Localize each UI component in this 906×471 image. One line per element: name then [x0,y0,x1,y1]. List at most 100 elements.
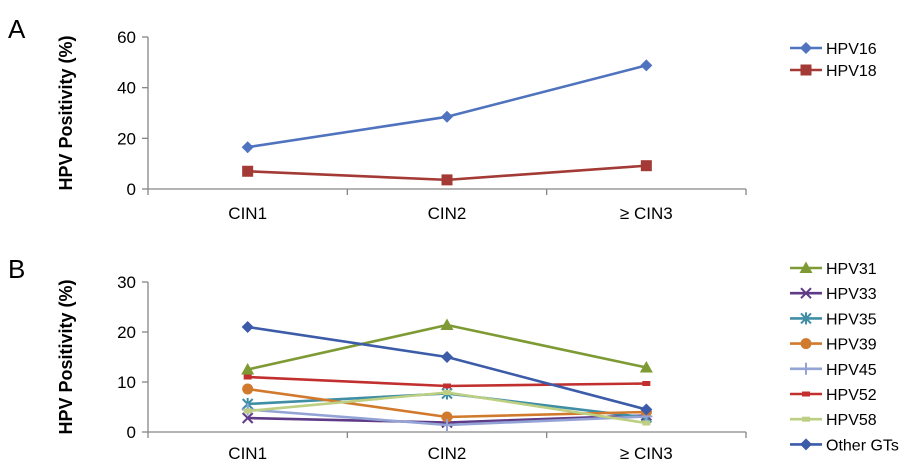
panel-b-series-hpv39-point [441,411,453,423]
panel-a-letter: A [8,14,26,44]
panel-a-series-hpv18-point [640,160,652,172]
panel-a-series-hpv18-point-shape [640,160,652,172]
panel-b-series-hpv45-point-shape [441,419,453,431]
panel-b-legend-swatch-marker-shape [799,261,813,273]
panel-b-legend-label: HPV45 [826,362,877,379]
panel-b-legend-swatch-marker-shape [800,312,812,325]
panel-b-x-tick-label: ≥ CIN3 [620,444,673,463]
panel-b-series-hpv58-point [443,390,451,395]
panel-b-series-hpv39-point-shape [242,383,254,395]
panel-b-legend-label: HPV39 [826,337,877,354]
panel-b-series-other-gts [241,321,653,416]
panel-b-series-hpv33-point-shape [241,412,254,424]
panel-b-series-hpv31 [241,318,653,375]
panel-b-series-hpv52-point-shape [642,381,651,386]
panel-a-legend-label: HPV16 [826,41,877,58]
panel-a-x-tick-label: CIN1 [228,204,267,223]
panel-a-x-tick-label: CIN2 [428,204,467,223]
panel-b-series-other-gts-point [441,351,453,363]
panel-b-x-tick-label: CIN2 [428,444,467,463]
panel-b-letter: B [8,254,25,284]
panel-b-series-hpv52 [243,374,651,389]
panel-b-y-tick-label: 0 [127,423,136,442]
panel-b-series-hpv31-point-shape [440,318,454,330]
panel-b-series-other-gts-point-shape [640,403,653,416]
panel-b-series-hpv58-point [243,408,252,414]
panel-a-legend-swatch-marker-shape [800,42,812,54]
panel-b-y-tick-label: 20 [117,323,136,342]
panel-a-legend-item: HPV16 [790,41,877,58]
panel-b-legend-label: HPV33 [826,286,877,303]
panel-b-series-hpv58-point-shape [443,390,451,395]
panel-a-series-hpv18 [242,160,652,186]
panel-b-legend-swatch-marker [800,338,812,350]
panel-a-legend-swatch-marker-shape [800,64,812,76]
panel-b-legend-swatch-marker [802,416,810,422]
panel-a-legend-item: HPV18 [790,63,877,80]
panel-b-series-other-gts-point-shape [241,321,254,333]
panel-b-series-hpv31-point [241,363,255,375]
panel-b-legend-swatch-marker [800,287,812,299]
panel-b-x-tick-label: CIN1 [228,444,267,463]
panel-b-series-hpv33-point [241,412,254,424]
panel-a: A 0 20 40 60 CIN1 CIN2 ≥ CIN3 HPV Positivity (%)… [8,14,877,223]
panel-b-legend-swatch-marker-shape [800,362,812,375]
panel-b-legend-item: HPV33 [790,286,877,303]
panel-b-legend-swatch-marker-shape [802,416,810,422]
panel-b-legend-swatch-marker-shape [800,438,812,451]
panel-b-series-hpv52-point-shape [443,383,451,389]
panel-b-legend-item: HPV45 [790,362,877,379]
panel-b-series-hpv52-point [243,374,252,380]
panel-b-series-hpv58-point-shape [243,408,252,414]
panel-a-y-tick-label: 0 [127,180,136,199]
panel-b-series-hpv31-point-shape [241,363,255,375]
panel-b-legend-swatch-marker-shape [800,287,812,299]
panel-b-series-other-gts-point-shape [441,351,453,363]
panel-b-series-hpv52-point [642,381,651,386]
panel-b-legend-item: HPV35 [790,311,877,328]
panel-b-y-tick-label: 30 [117,273,136,292]
panel-b-legend-label: HPV52 [826,387,877,404]
panel-a-y-tick-label: 40 [117,79,136,98]
panel-b-legend-swatch-marker [800,438,812,451]
panel-b-legend-label: Other GTs [826,437,899,454]
panel-a-series-hpv16-line [247,64,647,149]
panel-b: B 0 10 20 30 CIN1 CIN2 ≥ CIN3 HPV Positivity (%)… [8,254,899,463]
panel-b-legend-label: HPV35 [826,311,877,328]
panel-b-series-hpv52-point-shape [243,374,252,380]
panel-b-legend-swatch-marker [800,312,812,325]
panel-b-legend-swatch-marker [799,261,813,273]
panel-a-series-hpv18-point [242,165,254,177]
panel-b-series-hpv58-point-shape [642,420,651,426]
panel-b-series-hpv58 [243,390,651,426]
panel-b-series-other-gts-point [241,321,254,333]
panel-a-series-hpv16-point-shape [640,59,653,72]
panel-a-y-tick-label: 20 [117,129,136,148]
panel-b-legend-item: HPV58 [790,412,877,429]
panel-b-legend-swatch-marker-shape [802,391,810,397]
panel-b-legend-item: HPV52 [790,387,877,404]
panel-a-series-hpv16-point-shape [441,110,453,123]
panel-a-series-hpv18-point-shape [242,165,254,177]
panel-b-series-hpv39-point-shape [441,411,453,423]
panel-b-series-hpv52-point [443,383,451,389]
panel-a-series-hpv18-point-shape [441,174,453,186]
panel-b-legend-label: HPV31 [826,261,877,278]
panel-b-series-hpv31-point [639,361,653,373]
panel-b-series-other-gts-point [640,403,653,416]
panel-a-legend-swatch-marker [800,64,812,76]
panel-b-y-tick-label: 10 [117,373,136,392]
panel-a-series-hpv16-point-shape [241,141,254,154]
panel-b-series-hpv58-point [642,420,651,426]
panel-b-series-hpv39-point [242,383,254,395]
panel-b-legend-item: HPV31 [790,261,877,278]
panel-a-legend-label: HPV18 [826,63,877,80]
panel-b-series-hpv31-point [440,318,454,330]
panel-a-y-label: HPV Positivity (%) [56,35,76,190]
panel-b-legend-item: Other GTs [790,437,899,454]
panel-a-x-tick-label: ≥ CIN3 [620,204,673,223]
panel-a-series-hpv16 [241,59,653,154]
panel-b-series-hpv31-point-shape [639,361,653,373]
panel-b-y-label: HPV Positivity (%) [56,279,76,434]
